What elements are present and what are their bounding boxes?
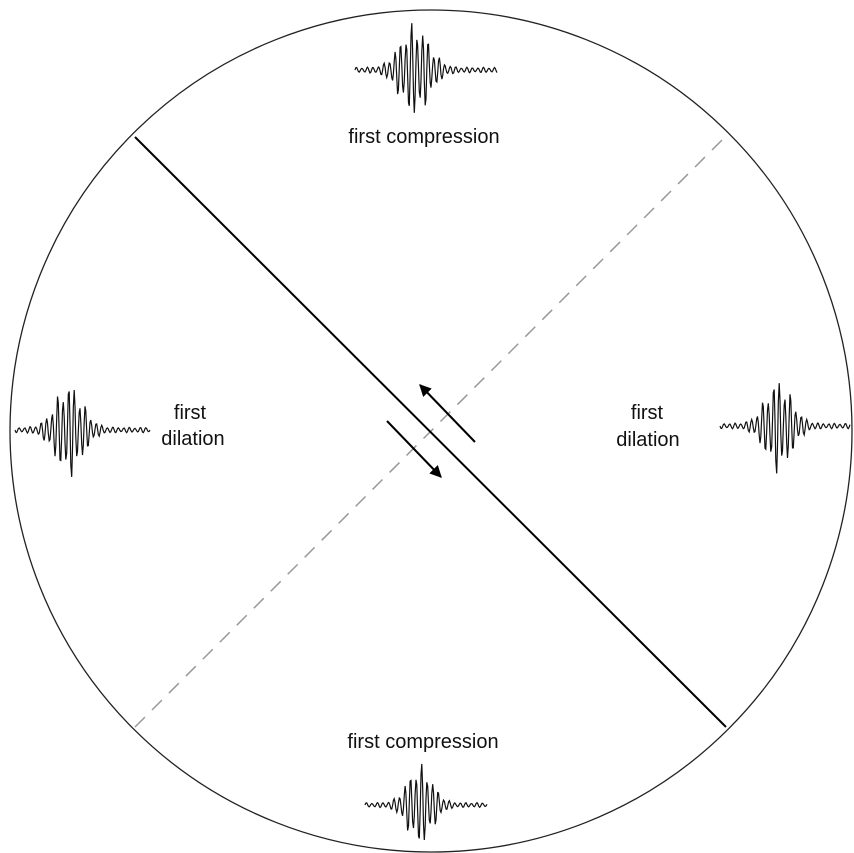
label-left-2: dilation (161, 428, 224, 450)
seismogram (355, 23, 497, 113)
seismogram (365, 764, 487, 840)
label-bottom: first compression (347, 731, 498, 753)
label-top: first compression (348, 126, 499, 148)
seismogram (720, 383, 850, 473)
seismogram (15, 390, 150, 477)
label-left-1: first (174, 402, 207, 424)
label-right-1: first (631, 402, 664, 424)
label-right-2: dilation (616, 429, 679, 451)
diagram: first compression first compression firs… (0, 0, 854, 853)
